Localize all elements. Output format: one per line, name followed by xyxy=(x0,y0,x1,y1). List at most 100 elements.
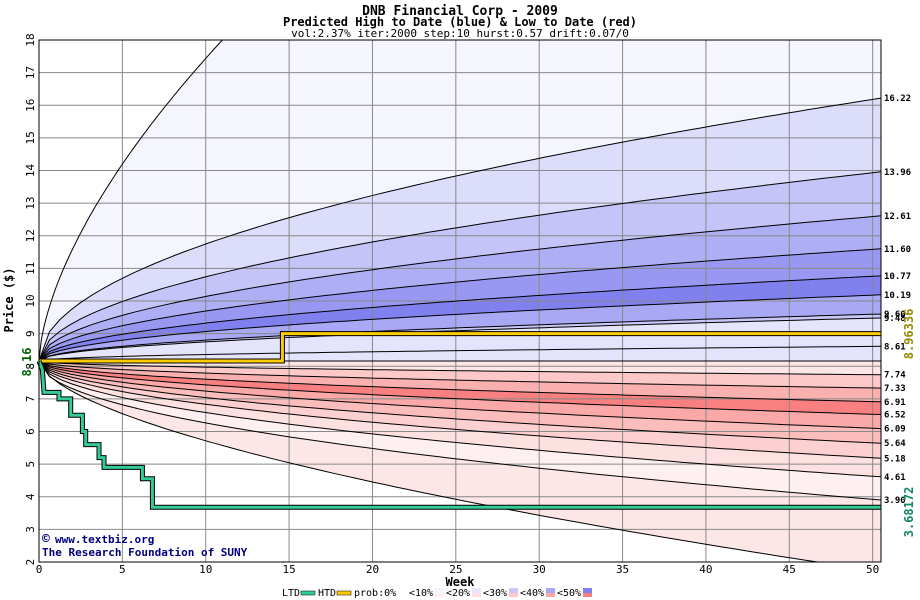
y-tick-label: 11 xyxy=(24,262,37,275)
right-label: 5.18 xyxy=(884,454,906,464)
y-axis-label: Price ($) xyxy=(2,267,16,332)
chart-subtitle: Predicted High to Date (blue) & Low to D… xyxy=(283,15,637,29)
htd-final-label: 8.96336 xyxy=(902,309,916,360)
plot-frame xyxy=(38,39,882,563)
x-tick-label: 10 xyxy=(199,563,212,576)
y-tick-label: 13 xyxy=(24,197,37,210)
high-band-6 xyxy=(39,294,881,361)
low-curve-7 xyxy=(38,360,882,478)
x-tick-label: 45 xyxy=(783,563,796,576)
low-band-8 xyxy=(39,361,881,500)
low-band-7 xyxy=(39,361,881,477)
right-value-labels: 16.22 13.96 12.61 11.60 10.77 10.19 9.609.48 8.… xyxy=(884,94,911,506)
htd-line xyxy=(39,332,881,363)
high-band-4 xyxy=(39,248,881,361)
x-axis-label: Week xyxy=(446,575,476,589)
y-tick-label: 7 xyxy=(24,396,37,403)
legend-label: <50% xyxy=(557,588,581,599)
high-band-3 xyxy=(39,215,881,361)
right-label: 7.74 xyxy=(884,371,906,381)
high-curve-0 xyxy=(38,97,882,362)
probability-bands xyxy=(39,40,881,562)
high-band-7 xyxy=(39,314,881,361)
right-label: 4.61 xyxy=(884,473,906,483)
high-curve-6 xyxy=(38,313,882,362)
legend-swatch-red xyxy=(472,593,481,597)
legend-label: <30% xyxy=(483,588,507,599)
high-curve-5 xyxy=(38,294,882,362)
right-label: 13.96 xyxy=(884,168,911,178)
x-tick-label: 40 xyxy=(699,563,712,576)
high-band-5 xyxy=(39,275,881,361)
right-label: 9.60 xyxy=(884,310,906,320)
right-label: 10.19 xyxy=(884,291,911,301)
legend-swatch-blue xyxy=(472,588,481,593)
low-curve-8 xyxy=(38,360,882,501)
high-curve-8 xyxy=(38,345,882,362)
low-band-1 xyxy=(39,361,881,389)
legend-label: <40% xyxy=(520,588,544,599)
low-band-4 xyxy=(39,361,881,429)
ltd-line xyxy=(37,360,881,509)
legend-swatch-red xyxy=(509,593,518,597)
high-band-0 xyxy=(39,40,881,361)
legend-swatch-blue xyxy=(435,588,444,593)
y-tick-label: 5 xyxy=(24,461,37,468)
right-label: 11.60 xyxy=(884,245,911,255)
legend-label: LTD xyxy=(282,588,300,599)
upper-envelope-line xyxy=(38,39,223,362)
low-curve-6 xyxy=(38,360,882,459)
start-price-label: 8.16 xyxy=(20,348,34,377)
credit: © www.textbiz.org The Research Foundatio… xyxy=(42,532,248,559)
high-curve-4 xyxy=(38,275,882,362)
legend-swatch-blue xyxy=(398,588,407,593)
right-label: 6.91 xyxy=(884,398,906,408)
y-tick-label: 3 xyxy=(24,526,37,533)
high-band-9 xyxy=(39,346,881,361)
right-label: 5.64 xyxy=(884,439,906,449)
legend-label: <10% xyxy=(409,588,433,599)
y-tick-label: 16 xyxy=(24,99,37,112)
credit-url: www.textbiz.org xyxy=(55,533,154,546)
y-tick-label: 2 xyxy=(24,559,37,566)
high-curve-7 xyxy=(38,317,882,362)
x-tick-label: 35 xyxy=(616,563,629,576)
low-curve-2 xyxy=(38,360,882,403)
legend-swatch-red xyxy=(583,593,592,597)
legend-swatch-red xyxy=(546,593,555,597)
low-band-0 xyxy=(39,361,881,375)
right-label: 10.77 xyxy=(884,272,911,282)
low-curve-4 xyxy=(38,360,882,430)
x-tick-label: 15 xyxy=(282,563,295,576)
high-band-2 xyxy=(39,171,881,361)
band-boundaries xyxy=(38,39,882,563)
high-curve-1 xyxy=(38,171,882,362)
chart-params: vol:2.37% iter:2000 step:10 hurst:0.57 d… xyxy=(291,27,629,40)
high-band-1 xyxy=(39,98,881,361)
y-tick-label: 12 xyxy=(24,229,37,242)
y-tick-label: 14 xyxy=(24,164,37,178)
y-tick-label: 15 xyxy=(24,131,37,144)
legend-swatch-red xyxy=(435,593,444,597)
y-tick-label: 8 xyxy=(24,363,37,370)
y-tick-label: 4 xyxy=(24,493,37,500)
y-tick-label: 17 xyxy=(24,66,37,79)
legend-label: prob:0% xyxy=(354,588,396,599)
low-curve-5 xyxy=(38,360,882,444)
right-label: 16.22 xyxy=(884,94,911,104)
legend-swatch-blue xyxy=(583,588,592,593)
right-label: 7.33 xyxy=(884,384,906,394)
legend-swatch-blue xyxy=(509,588,518,593)
y-tick-label: 9 xyxy=(24,330,37,337)
x-tick-label: 30 xyxy=(533,563,546,576)
chart-title: DNB Financial Corp - 2009 xyxy=(362,4,558,19)
low-band-9 xyxy=(39,361,881,562)
x-tick-label: 25 xyxy=(449,563,462,576)
low-band-3 xyxy=(39,361,881,415)
series xyxy=(36,331,881,510)
low-curve-3 xyxy=(38,360,882,415)
low-curve-1 xyxy=(38,360,882,389)
legend: LTD HTD prob:0% <10% <20% <30% <40% <50% xyxy=(282,588,592,599)
low-curve-0 xyxy=(38,360,882,376)
